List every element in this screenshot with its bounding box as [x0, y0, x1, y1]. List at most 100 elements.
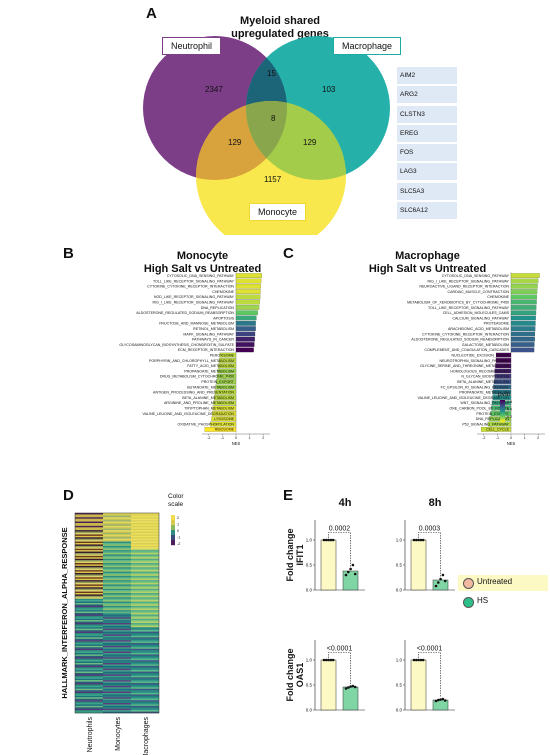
pathway-label: BETA_ALANINE_METABOLISM — [182, 396, 234, 400]
heatmap-cell — [75, 653, 103, 655]
heatmap-cell — [75, 535, 103, 538]
data-point — [439, 698, 442, 701]
heatmap-cell — [131, 711, 159, 714]
bar-pathways-in-cancer — [235, 336, 255, 342]
heatmap-cell — [103, 621, 131, 624]
venn-count-monocyte: 1157 — [264, 175, 282, 184]
heatmap-cell — [75, 693, 103, 695]
heatmap-cell — [103, 615, 131, 618]
heatmap-cell — [131, 697, 159, 699]
heatmap-cell — [131, 595, 159, 598]
heatmap-cell — [131, 687, 159, 689]
heatmap-cell — [103, 587, 131, 589]
heatmap-cell — [75, 640, 103, 642]
bar-lysosome — [211, 416, 237, 422]
p-value-label: <0.0001 — [417, 646, 443, 653]
heatmap-cell — [75, 691, 103, 694]
heatmap-cell — [131, 610, 159, 612]
heatmap-cell — [75, 631, 103, 634]
heatmap-cell — [131, 521, 159, 524]
heatmap-cell — [75, 697, 103, 699]
data-point — [349, 567, 352, 571]
panel-letter-c: C — [283, 245, 294, 262]
heatmap-cell — [103, 657, 131, 659]
heatmap-cell — [131, 664, 159, 667]
panel-b-title-line1: Monocyte — [176, 250, 229, 262]
heatmap-cell — [103, 663, 131, 665]
bar-untreated — [320, 539, 337, 591]
legend-dot-untreated — [463, 578, 474, 589]
panel-c-title-line2: High Salt vs Untreated — [368, 263, 487, 275]
heatmap-cell — [131, 560, 159, 562]
heatmap-cell — [103, 545, 131, 548]
heatmap-cell — [131, 663, 159, 665]
pval-legend-step — [500, 404, 505, 406]
heatmap-cell — [75, 664, 103, 667]
heatmap-cell — [103, 557, 131, 559]
heatmap-cell — [131, 603, 159, 605]
heatmap-cell — [103, 643, 131, 645]
heatmap-cell — [131, 660, 159, 662]
heatmap-cell — [103, 563, 131, 565]
heatmap-legend-tick: 1 — [177, 523, 179, 527]
heatmap-cell — [103, 547, 131, 549]
y-tick-label: 0.0 — [306, 588, 313, 593]
heatmap-cell — [131, 653, 159, 655]
heatmap-cell — [131, 568, 159, 571]
pathway-label: PROPANOATE_METABOLISM — [184, 369, 234, 373]
venn-count-m-mo: 129 — [303, 138, 317, 147]
panel-letter-e: E — [283, 487, 294, 504]
heatmap-cell — [75, 557, 103, 559]
heatmap-cell — [75, 684, 103, 687]
heatmap-cell — [131, 593, 159, 595]
data-point — [421, 538, 425, 542]
heatmap-cell — [103, 551, 131, 554]
heatmap-cell — [131, 707, 159, 709]
bar-cytosolic-dna-sensing-pathway — [235, 273, 262, 278]
heatmap-cell — [75, 580, 103, 582]
pval-legend-step — [500, 411, 505, 413]
heatmap-cell — [103, 567, 131, 569]
bar-cell-cycle — [481, 427, 512, 432]
bar-galactose-metabolism — [510, 342, 535, 347]
pathway-label: FRUCTOSE_AND_MANNOSE_METABOLISM — [159, 322, 234, 326]
heatmap-cell — [75, 690, 103, 692]
pathway-label: CELL_CYCLE — [486, 428, 510, 432]
heatmap-cell — [131, 654, 159, 657]
heatmap-column-label: Macrophages — [143, 717, 150, 755]
heatmap-cell — [75, 645, 103, 648]
heatmap-cell — [103, 678, 131, 681]
bar-calcium-signaling-pathway — [510, 315, 536, 321]
pathway-label: BETA_ALANINE_METABOLISM — [457, 380, 509, 384]
shared-gene-list: AIM2 ARG2 CLSTN3 EREG FOS LAG3 SLC5A3 SLC6A12 — [397, 67, 457, 221]
heatmap-cell — [131, 594, 159, 597]
pathway-label: DNA_REPLICATION — [476, 417, 510, 421]
pathway-label: RETINOL_METABOLISM — [193, 327, 234, 331]
heatmap-cell — [131, 584, 159, 587]
bar-retinol-metabolism — [235, 326, 256, 331]
pathway-label: TRYPTOPHAN_METABOLISM — [184, 407, 234, 411]
heatmap-cell — [103, 668, 131, 671]
pathway-label: PORPHYRIN_AND_CHLOROPHYLL_METABOLISM — [149, 359, 234, 363]
data-point — [412, 658, 416, 662]
pval-legend-step — [500, 413, 505, 415]
heatmap-cell — [103, 603, 131, 605]
venn-count-all: 8 — [271, 114, 276, 123]
heatmap-cell — [103, 590, 131, 592]
heatmap-cell — [131, 565, 159, 568]
heatmap-cell — [131, 684, 159, 687]
heatmap-cell — [75, 543, 103, 545]
heatmap-cell — [131, 628, 159, 631]
heatmap-cell — [75, 615, 103, 618]
heatmap-legend-step — [171, 530, 175, 536]
heatmap-cell — [75, 550, 103, 552]
pathway-label: PEROXISOME — [210, 354, 235, 358]
gene-item-clstn3: CLSTN3 — [397, 105, 457, 123]
heatmap-cell — [75, 607, 103, 609]
venn-label-monocyte: Monocyte — [249, 203, 307, 221]
heatmap-cell — [103, 554, 131, 557]
heatmap-cell — [103, 688, 131, 691]
heatmap-cell — [103, 611, 131, 614]
fold-change-y-label: Fold change — [285, 648, 295, 701]
x-tick-label: -2 — [207, 436, 210, 440]
